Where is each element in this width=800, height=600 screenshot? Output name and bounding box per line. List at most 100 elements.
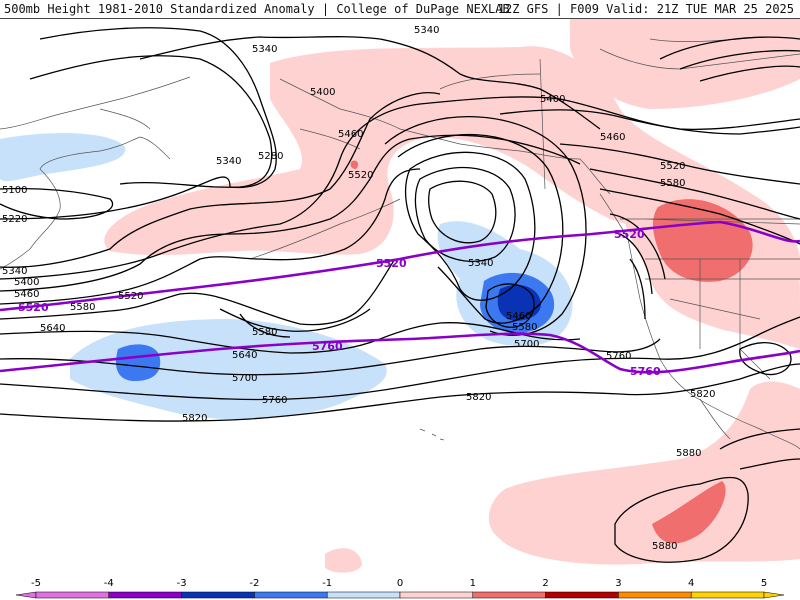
contour-label: 5520 xyxy=(118,291,143,302)
negative-anomaly-central-pacific-core xyxy=(115,344,161,381)
contour-label: 5400 xyxy=(310,87,335,98)
colorbar-box xyxy=(326,591,401,599)
contour-label: 5460 xyxy=(506,311,531,322)
contour-5880-east xyxy=(719,428,800,470)
colorbar-tick-label: -4 xyxy=(104,578,114,589)
colorbar-tick-label: 4 xyxy=(688,578,694,589)
highlight-contour-labels: 5520 5520 5520 5760 5760 xyxy=(18,228,661,378)
contour-5580-center xyxy=(219,308,371,338)
colorbar-tick-label: 2 xyxy=(542,578,548,589)
contour-5100 xyxy=(0,187,113,220)
colorbar-arrow-right xyxy=(763,591,785,599)
contour-5700 xyxy=(0,338,661,376)
colorbar-box xyxy=(545,591,619,599)
colorbar-box xyxy=(108,591,182,599)
colorbar-tick-label: -5 xyxy=(31,578,41,589)
coastline-kamchatka xyxy=(99,108,171,160)
contour-low-5580 xyxy=(384,116,587,336)
positive-anomaly-subtropics-core xyxy=(652,481,726,544)
colorbar-box xyxy=(181,591,255,599)
contour-label: 5880 xyxy=(676,448,701,459)
contour-label: 5340 xyxy=(2,266,27,277)
colorbar-tick-label: 3 xyxy=(615,578,621,589)
contour-5340-west xyxy=(29,55,273,188)
purple-contour-label: 5760 xyxy=(312,340,343,353)
colorbar-box xyxy=(254,591,328,599)
contour-label: 5460 xyxy=(600,132,625,143)
colorbar-tick-label: -1 xyxy=(322,578,332,589)
contour-5400-ne xyxy=(499,109,800,135)
contour-low-5520 xyxy=(397,133,564,324)
contour-5760-purple xyxy=(0,332,800,374)
contour-label: 5580 xyxy=(252,327,277,338)
purple-contour-label: 5520 xyxy=(18,301,49,314)
contour-5640 xyxy=(0,322,581,354)
contour-low-5400 xyxy=(414,166,516,262)
contour-5340-north xyxy=(139,36,601,130)
colorbar-box xyxy=(618,591,692,599)
contour-5220 xyxy=(0,176,231,220)
anomaly-map: 5340 5400 5280 5340 5100 5220 5340 5400 … xyxy=(0,19,800,573)
contour-label: 5400 xyxy=(14,277,39,288)
contour-5340-mid xyxy=(0,92,441,268)
contour-label: 5280 xyxy=(258,151,283,162)
contour-labels: 5340 5400 5280 5340 5100 5220 5340 5400 … xyxy=(2,25,715,552)
colorbar-tick-label: 0 xyxy=(397,578,403,589)
contour-low-inner xyxy=(485,283,535,328)
purple-contour-label: 5520 xyxy=(614,228,645,241)
contour-label: 5520 xyxy=(348,170,373,181)
contour-label: 5340 xyxy=(252,44,277,55)
contour-label: 5340 xyxy=(216,156,241,167)
contour-5520-ne xyxy=(589,168,800,220)
anomaly-colorbar: -5 -4 -3 -2 -1 0 1 2 3 4 5 xyxy=(15,578,785,599)
map-header: 500mb Height 1981-2010 Standardized Anom… xyxy=(0,0,800,19)
colorbar-labels: -5 -4 -3 -2 -1 0 1 2 3 4 5 xyxy=(31,578,767,589)
contour-5520-west xyxy=(0,168,421,305)
model-run-info: 12Z GFS | F009 Valid: 21Z TUE MAR 25 202… xyxy=(497,2,794,16)
colorbar-box xyxy=(35,591,110,599)
contour-5280 xyxy=(39,27,277,189)
colorbar-tick-label: -3 xyxy=(177,578,187,589)
contour-low-5460 xyxy=(404,151,536,301)
colorbar-tick-label: 5 xyxy=(761,578,767,589)
contour-sw-mexico xyxy=(739,342,792,376)
coastline-asia xyxy=(0,76,191,270)
contour-label: 5460 xyxy=(338,129,363,140)
contour-label: 5580 xyxy=(512,322,537,333)
contour-label: 5640 xyxy=(232,350,257,361)
contour-label: 5760 xyxy=(606,351,631,362)
positive-anomaly-ne-pacific-small xyxy=(350,160,359,169)
colorbar-boxes xyxy=(15,591,785,599)
contour-low-5340 xyxy=(428,180,497,244)
purple-contour-label: 5520 xyxy=(376,257,407,270)
height-contours xyxy=(0,27,800,563)
contour-label: 5700 xyxy=(514,339,539,350)
coastline-alaska xyxy=(279,73,611,195)
positive-anomaly-north-edge xyxy=(570,19,800,109)
contour-5820 xyxy=(0,363,800,422)
map-title: 500mb Height 1981-2010 Standardized Anom… xyxy=(4,2,510,16)
contour-5580-ne xyxy=(599,188,800,245)
contour-label: 5340 xyxy=(414,25,439,36)
contour-label: 5580 xyxy=(70,302,95,313)
positive-anomaly-southwest-spot xyxy=(325,548,362,573)
colorbar-box xyxy=(472,591,546,599)
colorbar-box xyxy=(690,591,765,599)
colorbar-arrow-left xyxy=(15,591,37,599)
contour-5580-west xyxy=(0,258,396,326)
contour-5760-black xyxy=(0,316,800,401)
contour-label: 5400 xyxy=(540,94,565,105)
colorbar-box xyxy=(399,591,474,599)
contour-5460-ne xyxy=(559,143,800,185)
coastline-baja xyxy=(699,348,771,440)
contour-label: 5520 xyxy=(660,161,685,172)
contour-label: 5340 xyxy=(468,258,493,269)
contour-label: 5220 xyxy=(2,214,27,225)
contour-label-se: 5820 xyxy=(690,389,715,400)
contour-label: 5580 xyxy=(660,178,685,189)
contour-label: 5820 xyxy=(182,413,207,424)
colorbar-tick-label: -2 xyxy=(249,578,259,589)
positive-anomaly-subtropics xyxy=(488,381,800,565)
contour-label: 5460 xyxy=(14,289,39,300)
contour-label: 5820 xyxy=(466,392,491,403)
